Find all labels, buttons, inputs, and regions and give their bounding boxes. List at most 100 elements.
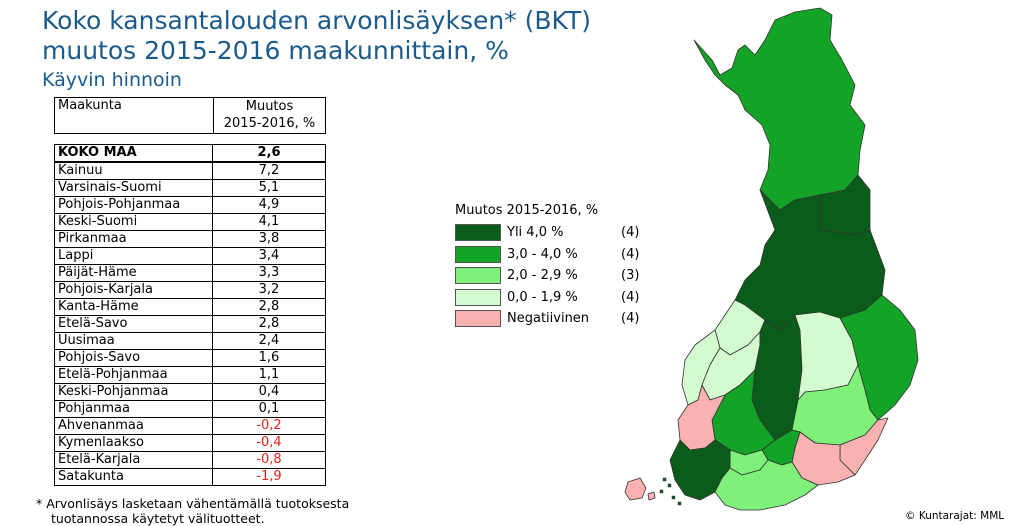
table-row: Kainuu 7,2: [54, 161, 326, 180]
row-name: Pohjanmaa: [54, 400, 213, 418]
legend: Muutos 2015-2016, % Yli 4,0 % (4) 3,0 - 4,…: [455, 203, 651, 330]
region-lappi: [693, 7, 866, 211]
legend-count: (3): [621, 268, 640, 284]
table-row: Lappi 3,4: [54, 247, 326, 265]
legend-count: (4): [621, 225, 640, 241]
legend-label: Negatiivinen: [507, 311, 590, 327]
table-row: Satakunta -1,9: [54, 468, 326, 486]
row-name: Kymenlaakso: [54, 434, 213, 452]
row-value: -0,4: [212, 434, 326, 452]
row-name: Pohjois-Karjala: [54, 281, 213, 299]
table-row: Ahvenanmaa -0,2: [54, 417, 326, 435]
row-value: 2,4: [212, 332, 326, 350]
table-row: Kymenlaakso -0,4: [54, 434, 326, 452]
legend-item: 3,0 - 4,0 % (4): [455, 244, 651, 266]
row-value: 3,2: [212, 281, 326, 299]
legend-swatch: [455, 288, 501, 306]
legend-count: (4): [621, 311, 640, 327]
footnote: * Arvonlisäys lasketaan vähentämällä tuo…: [36, 496, 349, 526]
table-row: Päijät-Häme 3,3: [54, 264, 326, 282]
row-value: -1,9: [212, 468, 326, 486]
row-name: Päijät-Häme: [54, 264, 213, 282]
row-name: Uusimaa: [54, 332, 213, 350]
island-2: [662, 477, 667, 482]
footnote-line-1: * Arvonlisäys lasketaan vähentämällä tuo…: [36, 496, 350, 511]
row-value: 7,2: [212, 161, 326, 180]
row-name: Ahvenanmaa: [54, 417, 213, 435]
legend-swatch: [455, 267, 501, 285]
column-header-region: Maakunta: [54, 97, 214, 134]
legend-count: (4): [621, 289, 640, 305]
row-value: 4,9: [212, 196, 326, 214]
table-row: Varsinais-Suomi 5,1: [54, 179, 326, 197]
legend-label: 0,0 - 1,9 %: [507, 289, 578, 305]
row-name: Kanta-Häme: [54, 298, 213, 316]
row-name: Etelä-Savo: [54, 315, 213, 333]
table-header: Maakunta Muutos 2015-2016, %: [54, 97, 326, 134]
subtitle: Käyvin hinnoin: [42, 69, 182, 91]
row-name: Lappi: [54, 247, 213, 265]
table-row: Pohjois-Karjala 3,2: [54, 281, 326, 299]
row-value: 0,4: [212, 383, 326, 401]
legend-label: 3,0 - 4,0 %: [507, 246, 578, 262]
map-credit: © Kuntarajat: MML: [905, 510, 1005, 522]
legend-item: Negatiivinen (4): [455, 308, 651, 330]
table-row: Keski-Pohjanmaa 0,4: [54, 383, 326, 401]
row-value: -0,2: [212, 417, 326, 435]
region-ahvenanmaa-islet: [647, 491, 656, 501]
row-value: 4,1: [212, 213, 326, 231]
table-row: Pohjanmaa 0,1: [54, 400, 326, 418]
row-value: 3,4: [212, 247, 326, 265]
table-row: Kanta-Häme 2,8: [54, 298, 326, 316]
row-name: Etelä-Pohjanmaa: [54, 366, 213, 384]
map-title: Koko kansantalouden arvonlisäyksen* (BKT…: [42, 6, 642, 92]
legend-label: Yli 4,0 %: [507, 225, 564, 241]
legend-title: Muutos 2015-2016, %: [455, 203, 599, 218]
island-3: [659, 489, 664, 494]
title-line-1: Koko kansantalouden arvonlisäyksen* (BKT…: [42, 6, 592, 35]
legend-item: 0,0 - 1,9 % (4): [455, 287, 651, 309]
legend-count: (4): [621, 246, 640, 262]
table-row: Etelä-Pohjanmaa 1,1: [54, 366, 326, 384]
column-header-change: Muutos 2015-2016, %: [213, 97, 326, 134]
row-name: Etelä-Karjala: [54, 451, 213, 469]
legend-swatch: [455, 310, 501, 328]
row-name: Pohjois-Savo: [54, 349, 213, 367]
table-row-total: KOKO MAA 2,6: [54, 144, 326, 163]
island-5: [677, 501, 682, 506]
legend-label: 2,0 - 2,9 %: [507, 268, 578, 284]
legend-swatch: [455, 245, 501, 263]
table-row: Etelä-Savo 2,8: [54, 315, 326, 333]
row-value: 2,6: [212, 144, 326, 163]
table-row: Uusimaa 2,4: [54, 332, 326, 350]
region-satakunta: [677, 384, 726, 451]
legend-swatch: [455, 224, 501, 242]
row-name: Varsinais-Suomi: [54, 179, 213, 197]
row-name: Pohjois-Pohjanmaa: [54, 196, 213, 214]
island-4: [671, 495, 676, 500]
title-line-2: muutos 2015-2016 maakunnittain, %: [42, 36, 509, 65]
table-row: Pohjois-Savo 1,6: [54, 349, 326, 367]
table-row: Pirkanmaa 3,8: [54, 230, 326, 248]
row-name: Keski-Pohjanmaa: [54, 383, 213, 401]
table-row: Keski-Suomi 4,1: [54, 213, 326, 231]
row-value: 1,6: [212, 349, 326, 367]
column-header-change-line1: Muutos: [245, 99, 294, 114]
column-header-change-line2: 2015-2016, %: [223, 116, 316, 131]
footnote-line-2: tuotannossa käytetyt välituotteet.: [51, 511, 265, 526]
row-name: Satakunta: [54, 468, 213, 486]
row-name: KOKO MAA: [54, 144, 213, 163]
row-value: 0,1: [212, 400, 326, 418]
row-name: Pirkanmaa: [54, 230, 213, 248]
finland-map: [624, 7, 919, 511]
row-value: 2,8: [212, 315, 326, 333]
region-ahvenanmaa: [624, 477, 647, 501]
row-value: 1,1: [212, 366, 326, 384]
row-value: 2,8: [212, 298, 326, 316]
row-value: 3,8: [212, 230, 326, 248]
legend-item: 2,0 - 2,9 % (3): [455, 265, 651, 287]
data-table: KOKO MAA 2,6 Kainuu 7,2 Varsinais-Suomi 5,1…: [54, 144, 326, 486]
row-name: Keski-Suomi: [54, 213, 213, 231]
row-name: Kainuu: [54, 161, 213, 180]
region-uusimaa: [714, 459, 819, 511]
